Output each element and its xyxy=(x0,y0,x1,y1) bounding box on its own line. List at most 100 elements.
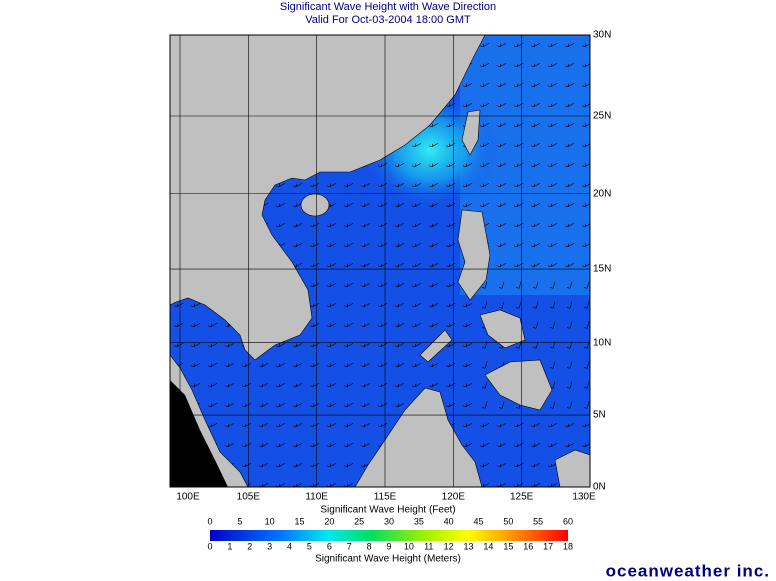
arrow xyxy=(445,282,456,288)
arrow xyxy=(445,142,456,148)
arrow xyxy=(377,302,388,308)
arrow xyxy=(513,462,524,468)
arrow xyxy=(515,281,522,289)
arrow xyxy=(549,321,556,329)
arrow xyxy=(411,202,422,208)
colorbar-tick: 5 xyxy=(307,541,312,551)
arrow xyxy=(566,301,573,309)
arrow xyxy=(241,422,252,428)
arrow xyxy=(224,382,235,388)
arrow xyxy=(564,162,575,168)
arrow xyxy=(360,402,371,408)
arrow xyxy=(207,362,218,368)
arrow xyxy=(581,183,590,188)
arrow xyxy=(481,401,488,409)
arrow xyxy=(224,442,235,448)
colorbar-tick: 50 xyxy=(503,516,513,526)
arrow xyxy=(462,162,473,168)
colorbar-tick: 17 xyxy=(543,541,553,551)
arrow xyxy=(532,301,539,309)
arrow xyxy=(496,242,507,248)
lat-label: 10N xyxy=(593,337,611,348)
arrow xyxy=(377,182,388,188)
arrow xyxy=(547,82,558,88)
arrow xyxy=(445,382,456,388)
colorbar-tick: 2 xyxy=(247,541,252,551)
arrow xyxy=(190,302,201,308)
arrow xyxy=(481,301,488,309)
arrow xyxy=(343,362,354,368)
arrow xyxy=(326,282,337,288)
arrow xyxy=(360,282,371,288)
arrow xyxy=(224,402,235,408)
arrow xyxy=(377,342,388,348)
arrow xyxy=(532,281,539,289)
arrow xyxy=(326,182,337,188)
colorbar-tick: 6 xyxy=(327,541,332,551)
arrow xyxy=(496,262,507,268)
arrow xyxy=(275,402,286,408)
arrow xyxy=(530,162,541,168)
arrow xyxy=(411,142,422,148)
arrow xyxy=(547,262,558,268)
arrow xyxy=(496,222,507,228)
arrow xyxy=(513,142,524,148)
arrow xyxy=(549,401,556,409)
arrow xyxy=(530,122,541,128)
arrow xyxy=(479,42,490,48)
arrow xyxy=(241,462,252,468)
arrow xyxy=(462,102,473,108)
arrow xyxy=(513,202,524,208)
colorbar-tick: 12 xyxy=(444,541,454,551)
arrow xyxy=(581,43,590,48)
arrow xyxy=(581,83,590,88)
arrow xyxy=(462,422,473,428)
arrow xyxy=(428,242,439,248)
arrow xyxy=(581,163,590,168)
arrow xyxy=(292,242,303,248)
arrow xyxy=(377,262,388,268)
arrow xyxy=(411,182,422,188)
arrow xyxy=(496,122,507,128)
arrow xyxy=(564,442,575,448)
arrow xyxy=(479,162,490,168)
arrow xyxy=(343,342,354,348)
arrow xyxy=(343,442,354,448)
arrow xyxy=(547,202,558,208)
arrow xyxy=(513,442,524,448)
arrow xyxy=(498,301,505,309)
lon-label: 115E xyxy=(374,492,397,503)
arrow xyxy=(498,281,505,289)
colorbar-tick: 60 xyxy=(563,516,573,526)
lat-label: 15N xyxy=(593,264,611,275)
arrow xyxy=(275,342,286,348)
arrow xyxy=(309,342,320,348)
arrow xyxy=(343,422,354,428)
arrow xyxy=(394,202,405,208)
arrow xyxy=(394,322,405,328)
arrow xyxy=(411,342,422,348)
arrow xyxy=(258,442,269,448)
arrow xyxy=(377,222,388,228)
arrow xyxy=(292,362,303,368)
arrow xyxy=(258,462,269,468)
arrow xyxy=(564,42,575,48)
arrow xyxy=(513,422,524,428)
arrow xyxy=(258,382,269,388)
arrow xyxy=(377,402,388,408)
arrow xyxy=(479,442,490,448)
colorbar-tick: 15 xyxy=(503,541,513,551)
arrow xyxy=(309,262,320,268)
lat-label: 5N xyxy=(593,410,606,421)
arrow xyxy=(445,242,456,248)
arrow xyxy=(377,362,388,368)
arrow xyxy=(581,63,590,68)
arrow xyxy=(513,102,524,108)
arrow xyxy=(309,322,320,328)
arrow xyxy=(462,342,473,348)
arrow xyxy=(566,381,573,389)
arrow xyxy=(462,202,473,208)
arrow xyxy=(343,302,354,308)
colorbar-tick: 7 xyxy=(347,541,352,551)
arrow xyxy=(428,222,439,228)
